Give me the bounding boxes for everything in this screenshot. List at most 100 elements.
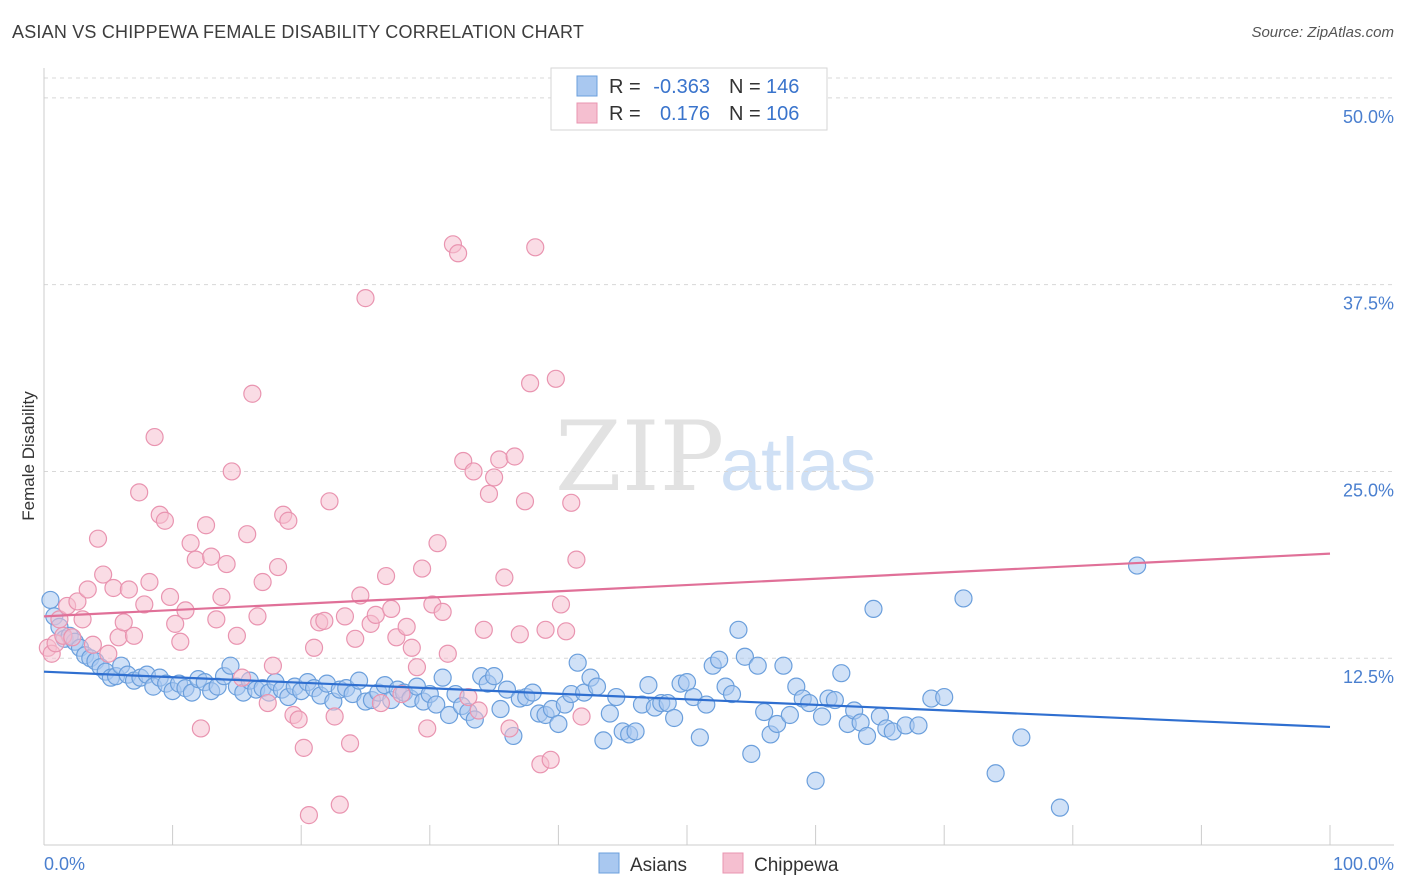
chippewa-point xyxy=(299,806,319,825)
asian-point xyxy=(812,707,832,726)
asian-point xyxy=(722,684,742,704)
series-legend-label-asians: Asians xyxy=(630,855,687,876)
chippewa-point xyxy=(135,595,154,614)
chippewa-point xyxy=(232,668,252,687)
asian-point xyxy=(587,677,607,696)
asian-point xyxy=(665,708,684,728)
chippewa-point xyxy=(474,620,493,639)
asian-point xyxy=(568,653,587,672)
chippewa-point xyxy=(551,595,571,614)
legend-swatch-asian xyxy=(576,75,598,97)
asian-point xyxy=(497,680,517,699)
chippewa-point xyxy=(191,719,210,738)
y-tick-label: 50.0% xyxy=(1343,107,1394,127)
chippewa-point xyxy=(485,468,504,487)
chippewa-point xyxy=(546,369,565,388)
chippewa-point xyxy=(412,559,432,578)
chippewa-point xyxy=(68,592,87,611)
chippewa-point xyxy=(346,629,365,648)
asian-point xyxy=(767,714,787,734)
chippewa-point xyxy=(459,687,478,707)
chippewa-point xyxy=(63,628,82,647)
chippewa-point xyxy=(448,244,468,263)
chippewa-point xyxy=(315,611,334,630)
asian-point xyxy=(1127,556,1147,575)
correlation-legend: R = -0.363 N = 146 R = 0.176 N = 106 xyxy=(550,67,828,131)
asian-point xyxy=(41,590,60,610)
chippewa-point xyxy=(366,605,385,624)
chippewa-point xyxy=(392,684,411,704)
chippewa-point xyxy=(433,602,452,622)
chippewa-point xyxy=(428,534,447,553)
y-axis-title: Female Disability xyxy=(19,391,38,521)
watermark-atlas: atlas xyxy=(720,423,876,506)
chippewa-point xyxy=(238,525,257,544)
asian-point xyxy=(485,667,504,686)
legend-r-label-asian: R = xyxy=(609,76,641,98)
chippewa-points xyxy=(38,235,591,825)
chippewa-point xyxy=(469,701,488,720)
chippewa-point xyxy=(515,492,535,511)
chippewa-point xyxy=(418,719,437,738)
chippewa-point xyxy=(196,516,216,535)
trend-lines xyxy=(43,552,1331,729)
chippewa-point xyxy=(289,710,308,729)
chippewa-point xyxy=(94,565,113,584)
gridlines xyxy=(44,77,1394,659)
chippewa-point xyxy=(212,587,231,607)
legend-swatch-chippewa xyxy=(576,102,598,124)
chippewa-point xyxy=(330,795,349,814)
chippewa-point xyxy=(464,462,483,481)
asian-point xyxy=(909,716,928,735)
chippewa-point xyxy=(320,492,339,511)
asian-point xyxy=(755,702,774,722)
legend-n-label-asian: N = xyxy=(729,76,761,98)
asian-point xyxy=(433,668,452,687)
source-credit: Source: ZipAtlas.com xyxy=(1251,24,1394,41)
asian-point xyxy=(221,656,240,675)
asian-point xyxy=(742,744,761,763)
chippewa-point xyxy=(258,693,277,713)
asian-point xyxy=(774,656,793,675)
chippewa-point xyxy=(382,599,401,619)
asian-point xyxy=(491,699,510,719)
chippewa-point xyxy=(207,610,226,629)
chippewa-point xyxy=(572,707,591,726)
asian-point xyxy=(864,599,883,619)
series-legend-swatch-chippewa xyxy=(722,852,744,874)
chippewa-point xyxy=(371,693,391,713)
chippewa-point xyxy=(104,578,123,598)
asian-point xyxy=(780,705,799,725)
asian-point xyxy=(806,771,825,790)
asian-point xyxy=(439,705,459,725)
asian-point xyxy=(690,728,709,747)
chippewa-point xyxy=(356,289,375,308)
chippewa-point xyxy=(202,547,221,566)
chippewa-point xyxy=(83,635,102,654)
asian-point xyxy=(639,676,658,695)
asian-point xyxy=(549,714,568,734)
chippewa-point xyxy=(145,427,164,447)
chippewa-point xyxy=(114,613,133,632)
asian-point xyxy=(857,726,877,746)
series-legend: Asians Chippewa xyxy=(598,852,839,876)
chippewa-point xyxy=(521,374,540,393)
y-tick-label: 37.5% xyxy=(1343,294,1394,314)
chippewa-point xyxy=(325,707,344,726)
chippewa-point xyxy=(407,658,427,677)
x-tick-label-max: 100.0% xyxy=(1333,854,1394,874)
legend-n-label-chippewa: N = xyxy=(729,103,761,125)
chippewa-point xyxy=(130,483,149,502)
asian-point xyxy=(735,647,754,666)
chippewa-point xyxy=(222,462,241,481)
chippewa-point xyxy=(397,617,416,636)
asian-point xyxy=(594,731,613,750)
asian-point xyxy=(697,695,716,714)
asian-trend-line xyxy=(43,670,1331,729)
chippewa-point xyxy=(217,554,236,574)
legend-r-value-asian: -0.363 xyxy=(653,76,710,98)
chippewa-point xyxy=(500,719,519,738)
chippewa-point xyxy=(541,750,560,769)
chippewa-point xyxy=(304,638,324,657)
